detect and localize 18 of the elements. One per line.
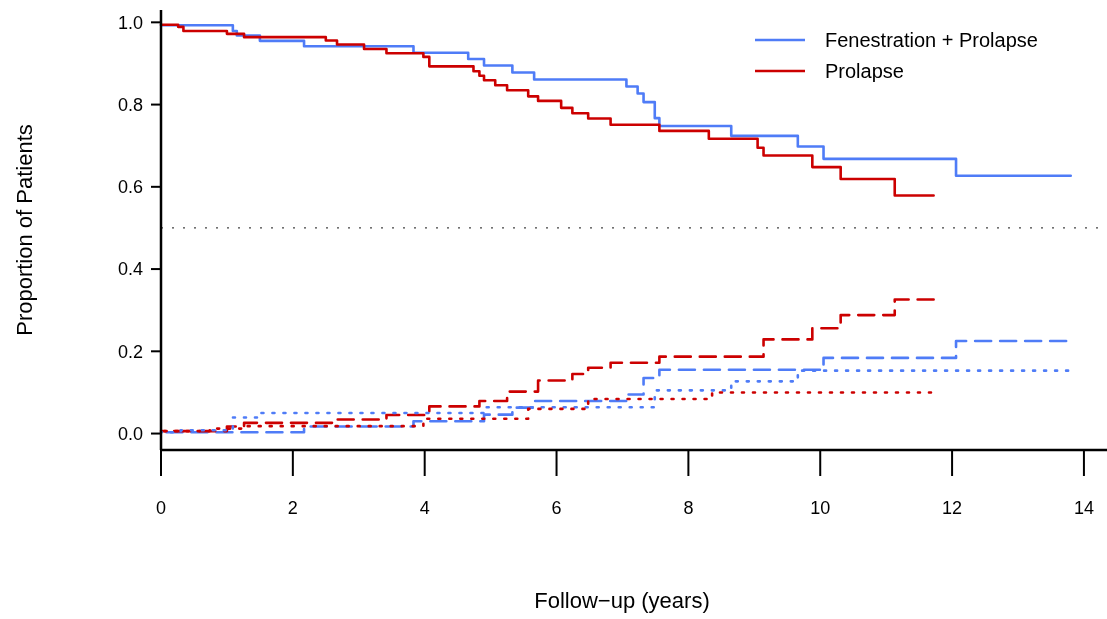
x-tick-label: 12 [942,498,963,518]
y-tick-label: 0.4 [117,259,143,280]
y-tick-label: 1.0 [117,12,143,33]
x-tick-label: 4 [419,498,430,518]
y-axis-title: Proportion of Patients [12,124,37,336]
y-tick-label: 0.8 [117,94,143,115]
x-tick-label: 2 [287,498,298,518]
y-tick-label: 0.6 [117,177,143,198]
y-tick-label: 0.0 [117,423,143,444]
legend-label: Prolapse [825,60,904,82]
x-tick-label: 14 [1073,498,1094,518]
x-tick-label: 10 [810,498,831,518]
legend-label: Fenestration + Prolapse [825,29,1038,51]
x-axis-title: Follow−up (years) [534,588,710,613]
y-tick-label: 0.2 [117,341,143,362]
x-tick-label: 8 [683,498,694,518]
x-tick-label: 0 [155,498,167,518]
x-tick-label: 6 [551,498,562,518]
